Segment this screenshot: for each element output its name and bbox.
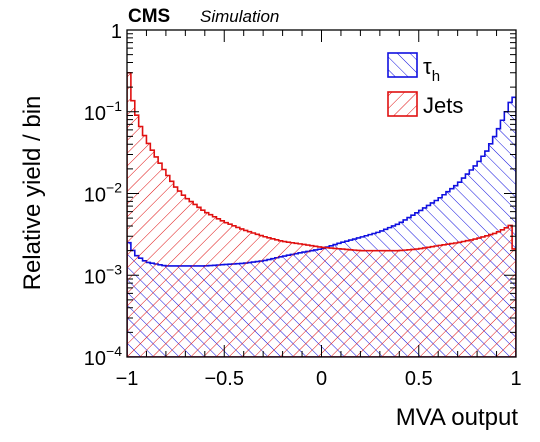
x-tick-label: 1 [510,368,521,390]
legend-label: τh [423,54,440,85]
x-tick-label: −1 [116,368,139,390]
y-tick-label: 10−1 [84,98,122,125]
cms-label: CMS [128,6,170,27]
x-tick-label: 0 [316,368,327,390]
plot-area [126,29,517,358]
x-tick-labels: −1 −0.5 0 0.5 1 [116,368,522,390]
y-tick-label: 10−3 [84,261,122,288]
experiment-label: CMS Simulation [128,6,279,27]
x-tick-label: −0.5 [205,368,244,390]
legend-swatch [387,52,418,78]
y-tick-label: 10−2 [84,180,122,207]
x-tick-label: 0.5 [405,368,433,390]
axis-ticks [126,29,517,358]
simulation-label: Simulation [200,7,279,26]
series-1-histogram [127,71,516,357]
y-tick-labels: 10−4 10−3 10−2 10−1 1 [84,21,122,370]
legend-label: Jets [423,93,463,118]
tick-marks [126,29,517,358]
legend: τh Jets [387,52,463,118]
y-tick-label: 10−4 [84,343,122,370]
series-layer [127,71,516,357]
legend-swatch [387,91,418,117]
y-axis-label: Relative yield / bin [19,96,46,291]
y-tick-label: 1 [111,21,122,43]
x-axis-label: MVA output [396,404,519,431]
